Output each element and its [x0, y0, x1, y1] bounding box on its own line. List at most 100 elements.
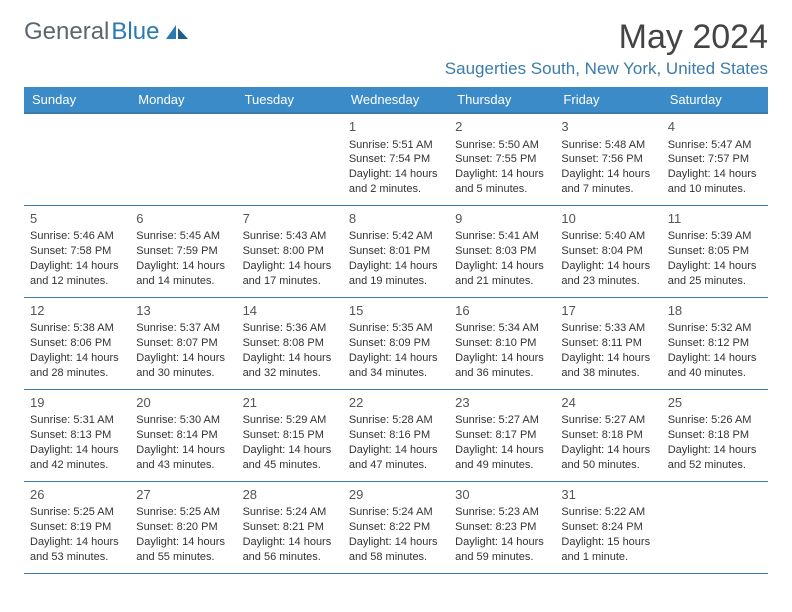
sunset-line: Sunset: 7:54 PM: [349, 152, 443, 167]
day-number: 25: [668, 394, 762, 412]
daylight-line: Daylight: 14 hours and 17 minutes.: [243, 259, 337, 289]
sunrise-line: Sunrise: 5:37 AM: [136, 321, 230, 336]
day-number: 17: [561, 302, 655, 320]
sunset-line: Sunset: 8:16 PM: [349, 428, 443, 443]
sunset-line: Sunset: 8:13 PM: [30, 428, 124, 443]
day-number: 16: [455, 302, 549, 320]
week-row: 19Sunrise: 5:31 AMSunset: 8:13 PMDayligh…: [24, 390, 768, 482]
sunrise-line: Sunrise: 5:34 AM: [455, 321, 549, 336]
daylight-line: Daylight: 14 hours and 34 minutes.: [349, 351, 443, 381]
day-cell: 15Sunrise: 5:35 AMSunset: 8:09 PMDayligh…: [343, 298, 449, 389]
day-cell: 20Sunrise: 5:30 AMSunset: 8:14 PMDayligh…: [130, 390, 236, 481]
header: GeneralBlue May 2024 Saugerties South, N…: [24, 18, 768, 79]
sunset-line: Sunset: 8:01 PM: [349, 244, 443, 259]
day-number: 2: [455, 118, 549, 136]
day-number: 27: [136, 486, 230, 504]
day-number: 3: [561, 118, 655, 136]
brand-part2: Blue: [111, 18, 159, 46]
week-row: 26Sunrise: 5:25 AMSunset: 8:19 PMDayligh…: [24, 482, 768, 574]
sunrise-line: Sunrise: 5:26 AM: [668, 413, 762, 428]
sunrise-line: Sunrise: 5:25 AM: [30, 505, 124, 520]
location: Saugerties South, New York, United State…: [445, 59, 768, 79]
sunrise-line: Sunrise: 5:45 AM: [136, 229, 230, 244]
daylight-line: Daylight: 14 hours and 10 minutes.: [668, 167, 762, 197]
sunset-line: Sunset: 8:23 PM: [455, 520, 549, 535]
day-cell: 22Sunrise: 5:28 AMSunset: 8:16 PMDayligh…: [343, 390, 449, 481]
weekday-label: Saturday: [662, 87, 768, 112]
daylight-line: Daylight: 14 hours and 45 minutes.: [243, 443, 337, 473]
day-number: 11: [668, 210, 762, 228]
sunrise-line: Sunrise: 5:36 AM: [243, 321, 337, 336]
week-row: 1Sunrise: 5:51 AMSunset: 7:54 PMDaylight…: [24, 114, 768, 206]
daylight-line: Daylight: 14 hours and 59 minutes.: [455, 535, 549, 565]
day-cell: 6Sunrise: 5:45 AMSunset: 7:59 PMDaylight…: [130, 206, 236, 297]
empty-cell: [24, 114, 130, 205]
day-cell: 9Sunrise: 5:41 AMSunset: 8:03 PMDaylight…: [449, 206, 555, 297]
empty-cell: [662, 482, 768, 573]
title-block: May 2024 Saugerties South, New York, Uni…: [445, 18, 768, 79]
day-number: 6: [136, 210, 230, 228]
sunrise-line: Sunrise: 5:46 AM: [30, 229, 124, 244]
day-cell: 25Sunrise: 5:26 AMSunset: 8:18 PMDayligh…: [662, 390, 768, 481]
sunset-line: Sunset: 7:55 PM: [455, 152, 549, 167]
day-number: 5: [30, 210, 124, 228]
sunrise-line: Sunrise: 5:27 AM: [455, 413, 549, 428]
sails-icon: [164, 23, 190, 41]
day-number: 20: [136, 394, 230, 412]
day-number: 31: [561, 486, 655, 504]
daylight-line: Daylight: 14 hours and 19 minutes.: [349, 259, 443, 289]
day-number: 10: [561, 210, 655, 228]
brand-logo: GeneralBlue: [24, 18, 190, 46]
sunrise-line: Sunrise: 5:23 AM: [455, 505, 549, 520]
day-number: 12: [30, 302, 124, 320]
sunset-line: Sunset: 8:20 PM: [136, 520, 230, 535]
sunrise-line: Sunrise: 5:51 AM: [349, 138, 443, 153]
sunset-line: Sunset: 7:56 PM: [561, 152, 655, 167]
day-number: 24: [561, 394, 655, 412]
day-number: 18: [668, 302, 762, 320]
month-title: May 2024: [445, 18, 768, 57]
weekday-label: Monday: [130, 87, 236, 112]
day-cell: 4Sunrise: 5:47 AMSunset: 7:57 PMDaylight…: [662, 114, 768, 205]
sunrise-line: Sunrise: 5:33 AM: [561, 321, 655, 336]
sunset-line: Sunset: 8:09 PM: [349, 336, 443, 351]
sunset-line: Sunset: 8:08 PM: [243, 336, 337, 351]
day-cell: 12Sunrise: 5:38 AMSunset: 8:06 PMDayligh…: [24, 298, 130, 389]
daylight-line: Daylight: 14 hours and 7 minutes.: [561, 167, 655, 197]
day-number: 30: [455, 486, 549, 504]
day-cell: 11Sunrise: 5:39 AMSunset: 8:05 PMDayligh…: [662, 206, 768, 297]
day-cell: 7Sunrise: 5:43 AMSunset: 8:00 PMDaylight…: [237, 206, 343, 297]
day-cell: 29Sunrise: 5:24 AMSunset: 8:22 PMDayligh…: [343, 482, 449, 573]
sunset-line: Sunset: 8:18 PM: [668, 428, 762, 443]
sunrise-line: Sunrise: 5:41 AM: [455, 229, 549, 244]
day-number: 13: [136, 302, 230, 320]
daylight-line: Daylight: 14 hours and 21 minutes.: [455, 259, 549, 289]
daylight-line: Daylight: 14 hours and 55 minutes.: [136, 535, 230, 565]
sunrise-line: Sunrise: 5:48 AM: [561, 138, 655, 153]
day-cell: 23Sunrise: 5:27 AMSunset: 8:17 PMDayligh…: [449, 390, 555, 481]
day-cell: 30Sunrise: 5:23 AMSunset: 8:23 PMDayligh…: [449, 482, 555, 573]
sunrise-line: Sunrise: 5:24 AM: [243, 505, 337, 520]
daylight-line: Daylight: 14 hours and 38 minutes.: [561, 351, 655, 381]
sunset-line: Sunset: 8:21 PM: [243, 520, 337, 535]
sunset-line: Sunset: 8:06 PM: [30, 336, 124, 351]
sunrise-line: Sunrise: 5:50 AM: [455, 138, 549, 153]
weekday-label: Tuesday: [237, 87, 343, 112]
day-number: 23: [455, 394, 549, 412]
daylight-line: Daylight: 14 hours and 53 minutes.: [30, 535, 124, 565]
daylight-line: Daylight: 14 hours and 52 minutes.: [668, 443, 762, 473]
sunset-line: Sunset: 7:59 PM: [136, 244, 230, 259]
day-number: 22: [349, 394, 443, 412]
daylight-line: Daylight: 14 hours and 32 minutes.: [243, 351, 337, 381]
daylight-line: Daylight: 14 hours and 40 minutes.: [668, 351, 762, 381]
sunrise-line: Sunrise: 5:43 AM: [243, 229, 337, 244]
day-cell: 1Sunrise: 5:51 AMSunset: 7:54 PMDaylight…: [343, 114, 449, 205]
day-number: 29: [349, 486, 443, 504]
daylight-line: Daylight: 14 hours and 58 minutes.: [349, 535, 443, 565]
sunrise-line: Sunrise: 5:30 AM: [136, 413, 230, 428]
day-cell: 2Sunrise: 5:50 AMSunset: 7:55 PMDaylight…: [449, 114, 555, 205]
day-cell: 21Sunrise: 5:29 AMSunset: 8:15 PMDayligh…: [237, 390, 343, 481]
day-cell: 31Sunrise: 5:22 AMSunset: 8:24 PMDayligh…: [555, 482, 661, 573]
day-cell: 14Sunrise: 5:36 AMSunset: 8:08 PMDayligh…: [237, 298, 343, 389]
week-row: 5Sunrise: 5:46 AMSunset: 7:58 PMDaylight…: [24, 206, 768, 298]
